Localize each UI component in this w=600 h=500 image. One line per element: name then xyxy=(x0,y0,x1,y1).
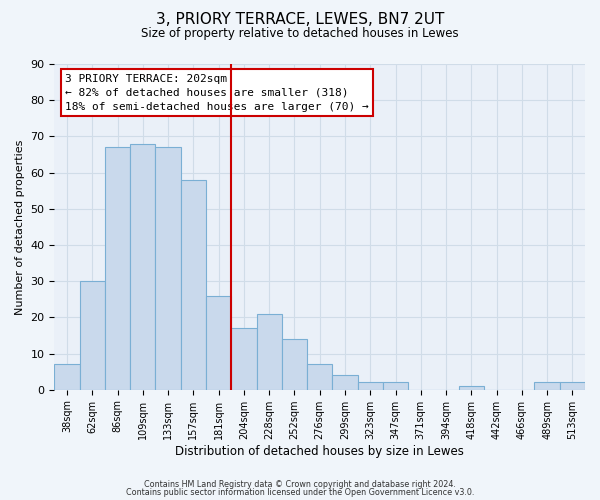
Bar xyxy=(560,382,585,390)
Text: Contains HM Land Registry data © Crown copyright and database right 2024.: Contains HM Land Registry data © Crown c… xyxy=(144,480,456,489)
Bar xyxy=(80,281,105,390)
Bar xyxy=(206,296,231,390)
Text: Contains public sector information licensed under the Open Government Licence v3: Contains public sector information licen… xyxy=(126,488,474,497)
Text: 3 PRIORY TERRACE: 202sqm
← 82% of detached houses are smaller (318)
18% of semi-: 3 PRIORY TERRACE: 202sqm ← 82% of detach… xyxy=(65,74,369,112)
Bar xyxy=(458,386,484,390)
X-axis label: Distribution of detached houses by size in Lewes: Distribution of detached houses by size … xyxy=(175,444,464,458)
Text: Size of property relative to detached houses in Lewes: Size of property relative to detached ho… xyxy=(141,28,459,40)
Bar xyxy=(231,328,257,390)
Bar xyxy=(535,382,560,390)
Bar xyxy=(307,364,332,390)
Bar xyxy=(282,339,307,390)
Bar xyxy=(181,180,206,390)
Bar xyxy=(332,375,358,390)
Bar xyxy=(383,382,408,390)
Y-axis label: Number of detached properties: Number of detached properties xyxy=(15,139,25,314)
Bar xyxy=(257,314,282,390)
Bar xyxy=(130,144,155,390)
Bar xyxy=(155,147,181,390)
Bar xyxy=(358,382,383,390)
Bar xyxy=(105,147,130,390)
Text: 3, PRIORY TERRACE, LEWES, BN7 2UT: 3, PRIORY TERRACE, LEWES, BN7 2UT xyxy=(156,12,444,28)
Bar xyxy=(55,364,80,390)
